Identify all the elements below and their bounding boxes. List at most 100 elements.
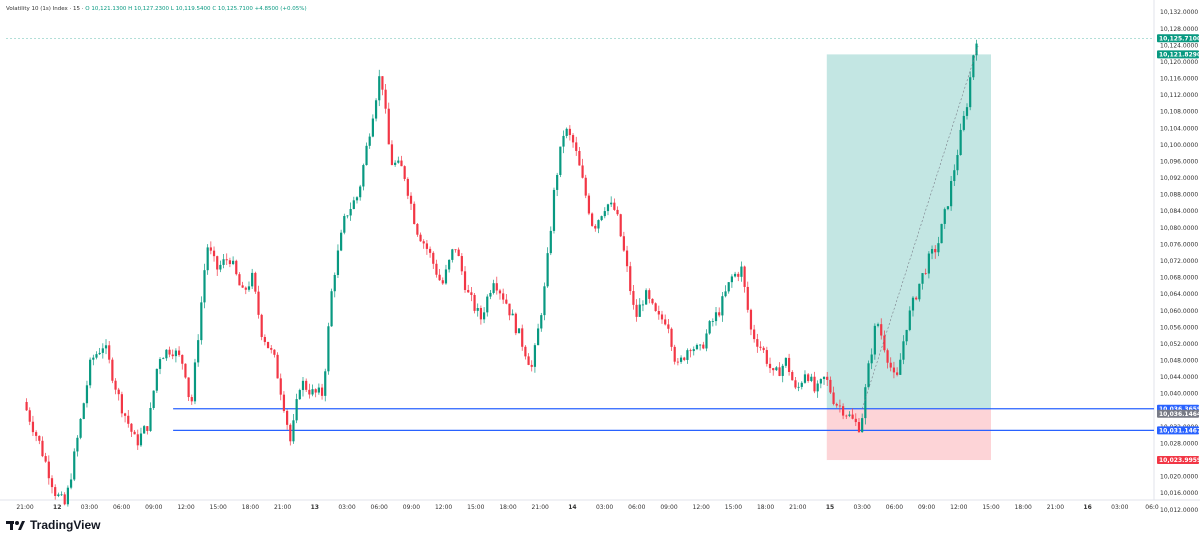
candle-body	[25, 401, 28, 411]
y-tick-label: 10,128.0000	[1160, 26, 1198, 33]
y-tick-label: 10,108.0000	[1160, 109, 1198, 116]
candle-body	[930, 249, 934, 254]
candle-body	[670, 328, 673, 347]
candle-body	[756, 339, 759, 347]
candle-body	[841, 406, 845, 416]
candle-body	[282, 394, 286, 411]
candle-body	[104, 345, 108, 349]
candle-body	[645, 290, 648, 305]
candle-body	[772, 368, 775, 371]
candle-body	[79, 418, 82, 438]
candle-body	[524, 346, 527, 357]
candle-body	[263, 336, 266, 342]
x-tick-label: 21:00	[789, 504, 806, 511]
y-tick-label: 10,088.0000	[1160, 192, 1198, 199]
candle-body	[489, 292, 492, 297]
candle-body	[38, 435, 41, 441]
x-tick-label: 12:00	[177, 504, 194, 511]
candle-body	[581, 165, 584, 178]
y-tick-label: 10,052.0000	[1160, 341, 1198, 348]
y-tick-label: 10,012.0000	[1160, 507, 1198, 514]
candle-body	[359, 186, 362, 198]
candle-body	[622, 236, 625, 251]
y-tick-label: 10,096.0000	[1160, 158, 1198, 165]
candle-body	[657, 311, 660, 315]
candle-body	[918, 283, 921, 300]
candle-body	[962, 115, 965, 130]
candle-body	[254, 272, 257, 292]
x-tick-label: 18:00	[242, 504, 259, 511]
candle-body	[273, 349, 276, 355]
candle-body	[727, 282, 730, 292]
candle-body	[660, 314, 664, 320]
x-tick-label: 15	[826, 504, 834, 511]
candle-body	[184, 363, 187, 378]
candle-body	[800, 382, 803, 387]
brand-label: TradingView	[30, 518, 101, 532]
candle-body	[235, 260, 238, 275]
y-tick-label: 10,116.0000	[1160, 76, 1198, 83]
stop-zone[interactable]	[826, 408, 991, 461]
y-tick-label: 10,016.0000	[1160, 490, 1198, 497]
candle-body	[251, 272, 254, 287]
candle-body	[314, 389, 317, 393]
candle-body	[689, 350, 692, 352]
y-tick-label: 10,132.0000	[1160, 9, 1198, 16]
candle-body	[238, 274, 241, 286]
x-tick-label: 18:00	[757, 504, 774, 511]
candle-body	[886, 350, 889, 363]
candle-body	[381, 76, 384, 90]
candle-body	[492, 283, 495, 293]
candle-body	[155, 368, 158, 391]
candle-body	[508, 303, 511, 316]
y-tick-label: 10,120.0000	[1160, 59, 1198, 66]
y-tick-label: 10,044.0000	[1160, 374, 1198, 381]
x-tick-label: 18:00	[1015, 504, 1032, 511]
price-tag	[1157, 426, 1199, 435]
x-tick-label: 21:00	[16, 504, 33, 511]
y-tick-label: 10,072.0000	[1160, 258, 1198, 265]
price-tag-label: 10,036.3659	[1159, 406, 1200, 413]
price-tag	[1157, 50, 1199, 59]
candle-body	[406, 178, 409, 196]
candle-body	[686, 350, 689, 360]
candle-body	[606, 204, 610, 212]
candle-body	[692, 349, 695, 352]
y-tick-label: 10,080.0000	[1160, 225, 1198, 232]
candle-body	[444, 269, 448, 284]
candle-body	[390, 144, 394, 165]
candle-body	[336, 250, 340, 275]
candle-body	[438, 274, 441, 281]
x-tick-label: 12:00	[950, 504, 967, 511]
candle-body	[305, 380, 308, 390]
candle-body	[699, 344, 702, 346]
candle-body	[610, 202, 613, 205]
candle-body	[467, 289, 470, 293]
candle-body	[848, 414, 851, 416]
candle-body	[260, 314, 263, 337]
price-tag-label: 10,125.7100	[1159, 35, 1200, 42]
x-tick-label: 15:00	[467, 504, 484, 511]
y-tick-label: 10,100.0000	[1160, 142, 1198, 149]
candle-body	[400, 160, 403, 167]
candle-body	[724, 291, 727, 297]
x-tick-label: 03:00	[338, 504, 355, 511]
candle-body	[733, 273, 737, 277]
candle-body	[851, 414, 854, 419]
x-tick-label: 15:00	[725, 504, 742, 511]
candle-body	[711, 321, 714, 322]
candle-body	[873, 325, 876, 355]
candle-body	[896, 372, 899, 375]
candle-body	[422, 241, 425, 244]
candle-body	[486, 296, 489, 313]
candle-body	[149, 407, 152, 431]
candle-body	[451, 249, 454, 260]
candle-body	[965, 107, 969, 116]
candle-body	[279, 378, 282, 395]
candle-body	[737, 273, 740, 277]
candle-body	[286, 410, 289, 425]
open-value: O 10,121.1300	[85, 6, 127, 12]
candle-body	[934, 249, 937, 253]
price-tag-label: 10,031.1467	[1159, 427, 1200, 434]
